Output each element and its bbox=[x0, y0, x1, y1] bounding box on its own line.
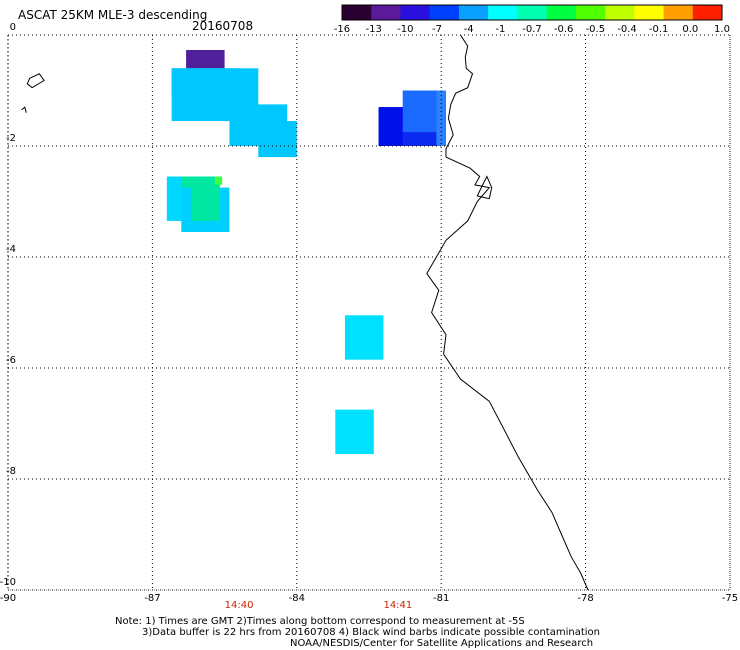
colorbar-segment bbox=[663, 5, 694, 20]
pass-time-label: 14:41 bbox=[383, 600, 413, 611]
colorbar-label: 0.0 bbox=[682, 24, 699, 35]
colorbar-segment bbox=[371, 5, 401, 20]
colorbar-label: -0.1 bbox=[648, 24, 669, 35]
colorbar-segment bbox=[692, 5, 723, 20]
colorbar-label: -0.6 bbox=[553, 24, 574, 35]
note-line-2: 3)Data buffer is 22 hrs from 20160708 4)… bbox=[142, 627, 600, 638]
colorbar-segment bbox=[605, 5, 635, 20]
colorbar-segment bbox=[342, 5, 372, 20]
colorbar-segment bbox=[546, 5, 577, 20]
map-frame bbox=[7, 34, 731, 591]
colorbar-segment bbox=[517, 5, 548, 20]
latitude-label: -8 bbox=[6, 466, 16, 477]
wind-data-cell bbox=[190, 187, 220, 221]
colorbar-label: -1 bbox=[495, 24, 506, 35]
colorbar-segment bbox=[575, 5, 606, 20]
note-line-3: NOAA/NESDIS/Center for Satellite Applica… bbox=[290, 638, 594, 649]
colorbar-segment bbox=[634, 5, 665, 20]
longitude-label: -75 bbox=[721, 593, 739, 604]
island-outline bbox=[476, 175, 493, 200]
wind-data-cell bbox=[436, 90, 447, 146]
map-date: 20160708 bbox=[192, 19, 254, 33]
pass-time-label: 14:40 bbox=[224, 600, 254, 611]
note-line-1: Note: 1) Times are GMT 2)Times along bot… bbox=[115, 616, 525, 627]
colorbar-label: -0.7 bbox=[522, 24, 542, 35]
longitude-label: -90 bbox=[0, 593, 17, 604]
latitude-label: -6 bbox=[6, 355, 16, 366]
latitude-label: -2 bbox=[6, 133, 16, 144]
colorbar-label: -4 bbox=[463, 24, 474, 35]
colorbar-segment bbox=[458, 5, 489, 20]
latitude-label: 0 bbox=[9, 22, 16, 33]
colorbar-label: -10 bbox=[397, 24, 414, 35]
wind-data-cell bbox=[344, 315, 384, 360]
colorbar-label: 1.0 bbox=[714, 24, 730, 35]
colorbar-segment bbox=[429, 5, 460, 20]
colorbar-segment bbox=[488, 5, 518, 20]
colorbar-label: -7 bbox=[432, 24, 442, 35]
longitude-label: -87 bbox=[144, 593, 161, 604]
colorbar-label: -0.5 bbox=[585, 24, 606, 35]
longitude-label: -78 bbox=[577, 593, 594, 604]
island-outline bbox=[21, 106, 27, 113]
longitude-label: -84 bbox=[288, 593, 305, 604]
latitude-label: -10 bbox=[0, 577, 16, 588]
map-title: ASCAT 25KM MLE-3 descending bbox=[18, 8, 208, 22]
wind-data-cell bbox=[258, 121, 297, 158]
wind-data-cell bbox=[186, 49, 225, 69]
longitude-label: -81 bbox=[433, 593, 450, 604]
colorbar-frame bbox=[341, 4, 723, 21]
colorbar-label: -16 bbox=[333, 24, 351, 35]
island-outline bbox=[26, 73, 45, 89]
wind-data-cell bbox=[378, 107, 403, 146]
colorbar-label: -13 bbox=[365, 24, 382, 35]
colorbar-label: -0.4 bbox=[617, 24, 637, 35]
colorbar-segment bbox=[400, 5, 431, 20]
wind-data-cell bbox=[335, 409, 374, 455]
latitude-label: -4 bbox=[6, 244, 16, 255]
wind-data-cell bbox=[214, 176, 223, 185]
color-scale-bar bbox=[341, 4, 723, 21]
coastline bbox=[426, 34, 589, 591]
